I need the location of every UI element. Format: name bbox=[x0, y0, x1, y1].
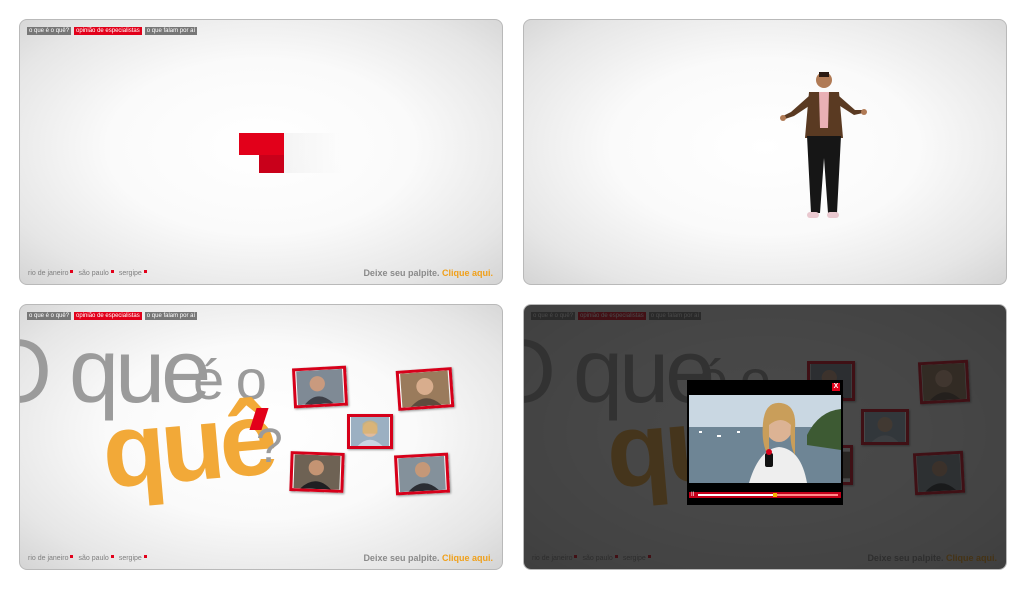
nav-opiniao[interactable]: opinião de especialistas bbox=[74, 312, 142, 320]
video-thumb-1[interactable] bbox=[291, 365, 349, 409]
video-frame[interactable] bbox=[689, 395, 841, 483]
headline-que: quê bbox=[97, 380, 277, 511]
nav-o-que-falam[interactable]: o que falam por aí bbox=[144, 312, 198, 320]
nav-o-que-e[interactable]: o que é o quê? bbox=[27, 312, 72, 320]
person-face-icon bbox=[400, 370, 450, 408]
screen-intro: o que é o quê? opinião de especialistas … bbox=[19, 19, 503, 285]
nav-sao-paulo[interactable]: são paulo bbox=[78, 270, 115, 277]
nav-rio[interactable]: rio de janeiro bbox=[28, 270, 74, 277]
screen-video-player: o que é o quê? opinião de especialistas … bbox=[523, 304, 1007, 570]
nav-o-que-falam[interactable]: o que falam por aí bbox=[144, 27, 198, 35]
cta-link[interactable]: Clique aqui. bbox=[441, 268, 493, 278]
red-logo-block-lower bbox=[259, 155, 284, 173]
logo-shadow bbox=[284, 133, 344, 173]
close-icon[interactable]: X bbox=[832, 383, 840, 391]
red-logo-block bbox=[239, 133, 284, 155]
bottom-nav: rio de janeiro são paulo sergipe bbox=[28, 270, 147, 277]
nav-rio[interactable]: rio de janeiro bbox=[28, 555, 74, 562]
nav-opiniao[interactable]: opinião de especialistas bbox=[74, 27, 142, 35]
progress-track[interactable] bbox=[698, 493, 838, 497]
headline-e-o: é o bbox=[193, 348, 267, 411]
video-player: X II bbox=[687, 380, 843, 505]
cta-link[interactable]: Clique aqui. bbox=[441, 553, 493, 563]
video-thumb-5[interactable] bbox=[393, 452, 451, 496]
bottom-nav: rio de janeiro são paulo sergipe bbox=[28, 555, 147, 562]
video-still bbox=[689, 395, 841, 483]
video-thumb-3[interactable] bbox=[347, 414, 393, 449]
person-face-icon bbox=[350, 417, 390, 446]
nav-sergipe[interactable]: sergipe bbox=[119, 270, 147, 277]
person-face-icon bbox=[293, 454, 341, 490]
video-thumb-4[interactable] bbox=[289, 451, 345, 493]
cta[interactable]: Deixe seu palpite. Clique aqui. bbox=[363, 268, 493, 278]
nav-sao-paulo[interactable]: são paulo bbox=[78, 555, 115, 562]
player-controls: II bbox=[689, 492, 841, 498]
presenter-figure bbox=[780, 72, 867, 218]
headline-o-que: O que bbox=[20, 322, 211, 422]
nav-sergipe[interactable]: sergipe bbox=[119, 555, 147, 562]
person-face-icon bbox=[296, 368, 344, 406]
pause-icon[interactable]: II bbox=[691, 492, 695, 498]
video-thumb-2[interactable] bbox=[395, 367, 455, 411]
headline-question-mark: ? bbox=[256, 420, 283, 473]
progress-knob[interactable] bbox=[773, 493, 777, 497]
nav-o-que-e[interactable]: o que é o quê? bbox=[27, 27, 72, 35]
screen-menu: o que é o quê? opinião de especialistas … bbox=[19, 304, 503, 570]
person-face-icon bbox=[398, 455, 446, 493]
cta[interactable]: Deixe seu palpite. Clique aqui. bbox=[363, 553, 493, 563]
top-nav: o que é o quê? opinião de especialistas … bbox=[27, 312, 198, 320]
progress-fill bbox=[698, 494, 775, 496]
top-nav: o que é o quê? opinião de especialistas … bbox=[27, 27, 198, 35]
screen-presenter bbox=[523, 19, 1007, 285]
